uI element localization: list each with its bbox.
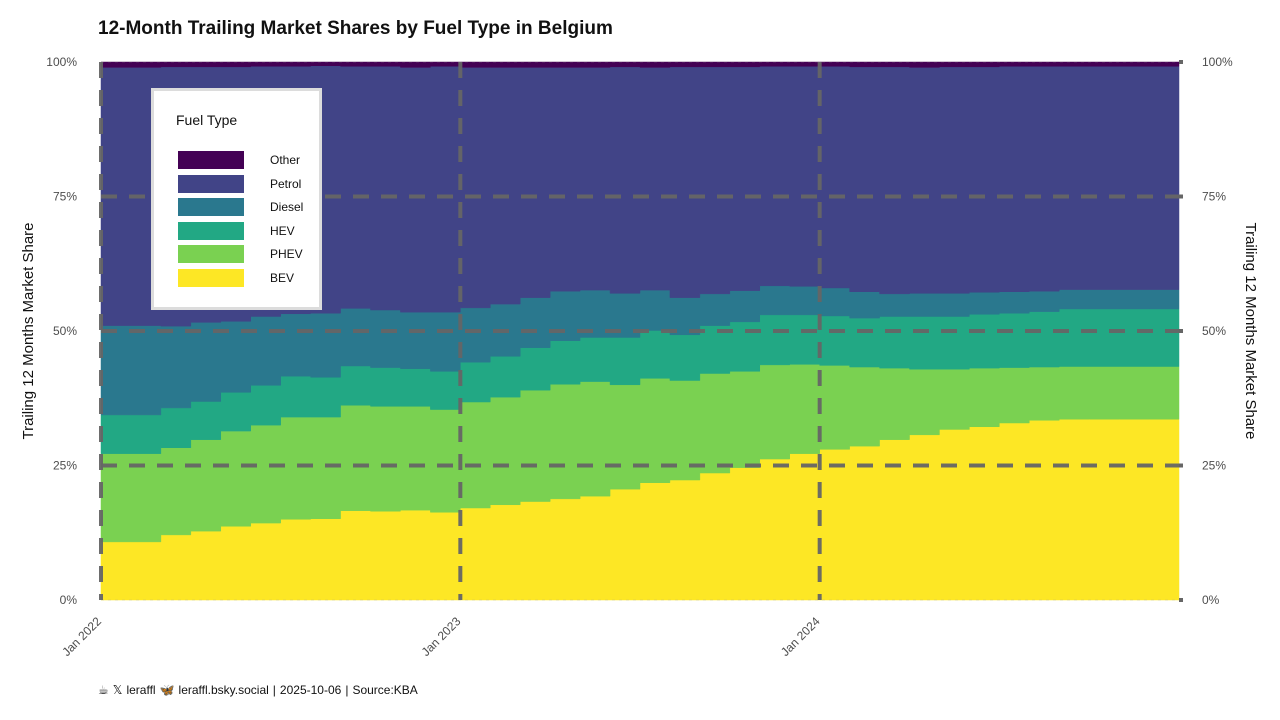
footer-separator: | (345, 683, 349, 697)
y-tick-label-left: 50% (53, 324, 77, 338)
y-tick-label-right: 25% (1202, 459, 1226, 473)
legend: Fuel Type Other Petrol Diesel HEV PHEV BEV (151, 88, 322, 310)
x-tick-label: Jan 2023 (419, 614, 464, 659)
legend-swatch (178, 269, 244, 287)
legend-label: HEV (270, 223, 295, 238)
y-tick-label-left: 25% (53, 459, 77, 473)
butterfly-icon: 🦋 (159, 683, 175, 697)
bsky-handle: leraffl.bsky.social (178, 683, 269, 697)
y-axis-title-right: Trailing 12 Months Market Share (1242, 222, 1259, 439)
legend-swatch (178, 221, 244, 240)
legend-swatch (178, 198, 244, 217)
legend-label: Other (270, 153, 301, 167)
footer-credits: ☕ 𝕏 leraffl 🦋 leraffl.bsky.social | 2025… (98, 683, 422, 697)
y-tick-label-right: 100% (1202, 55, 1233, 69)
legend-label: PHEV (270, 247, 303, 262)
footer-separator: | (272, 683, 276, 697)
legend-label: Petrol (270, 176, 302, 191)
area-other (100, 61, 1180, 68)
y-tick-label-left: 100% (46, 55, 77, 69)
area-layers (100, 61, 1180, 601)
x-tick-label: Jan 2024 (778, 614, 823, 659)
x-handle: leraffl (126, 683, 156, 697)
source-value: KBA (393, 683, 418, 697)
y-tick-label-right: 50% (1202, 324, 1226, 338)
legend-swatch (178, 174, 244, 193)
legend-title: Fuel Type (176, 112, 238, 128)
chart-title: 12-Month Trailing Market Shares by Fuel … (98, 18, 613, 39)
legend-label: BEV (270, 271, 295, 285)
source-label: Source: (352, 683, 394, 697)
y-axis-title-left: Trailing 12 Months Market Share (20, 222, 37, 439)
x-tick-label: Jan 2022 (59, 614, 104, 659)
coffee-icon: ☕ (98, 683, 109, 697)
x-logo-icon: 𝕏 (112, 683, 123, 697)
y-tick-label-right: 0% (1202, 593, 1220, 607)
legend-label: Diesel (270, 200, 304, 215)
footer-date: 2025-10-06 (279, 683, 342, 697)
y-tick-label-left: 0% (60, 593, 78, 607)
y-tick-label-right: 75% (1202, 190, 1226, 204)
legend-swatch (178, 151, 244, 169)
legend-swatch (178, 245, 244, 264)
y-tick-label-left: 75% (53, 190, 77, 204)
